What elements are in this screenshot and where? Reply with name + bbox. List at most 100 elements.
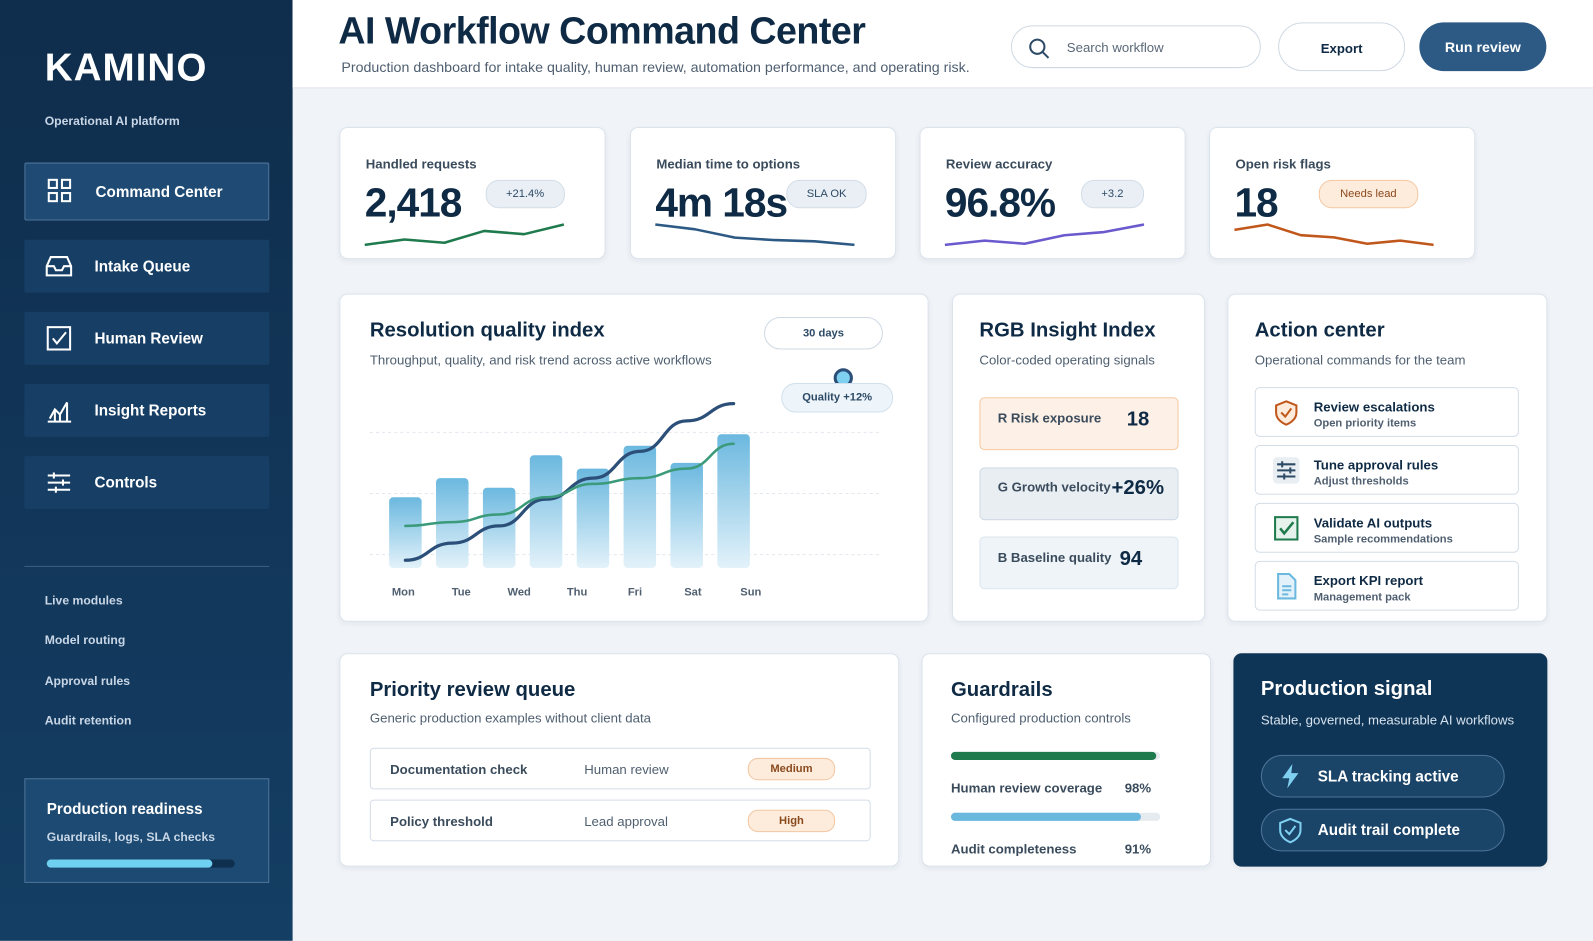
- readiness-subtitle: Guardrails, logs, SLA checks: [46, 830, 216, 845]
- queue-status: Medium: [747, 757, 836, 781]
- action-item-title: Tune approval rules: [1313, 457, 1439, 473]
- nav-item[interactable]: Command Center: [24, 162, 270, 221]
- guardrails-subtitle: Configured production controls: [950, 710, 1131, 726]
- action-item-title: Export KPI report: [1313, 573, 1424, 589]
- chart-title: Resolution quality index: [369, 319, 605, 342]
- action-item[interactable]: Validate AI outputs Sample recommendation…: [1254, 502, 1519, 553]
- kpi-label: Handled requests: [365, 156, 477, 172]
- nav-icon: [46, 326, 72, 351]
- signal-item: Audit trail complete: [1317, 821, 1461, 840]
- tagline: Operational AI platform: [44, 113, 180, 129]
- readiness-progress: [46, 859, 213, 868]
- signal-icon: [1279, 817, 1302, 844]
- brand: KAMINO: [44, 46, 208, 90]
- sparkline-box: [364, 223, 565, 247]
- search-icon: [1029, 38, 1050, 59]
- action-title: Action center: [1254, 319, 1385, 342]
- rgb-item: G Growth velocity +26%: [979, 467, 1179, 521]
- search-box[interactable]: Search workflow: [1010, 25, 1261, 69]
- chart-card: Resolution quality index Throughput, qual…: [339, 293, 929, 622]
- divider: [24, 565, 270, 567]
- kpi-card: Review accuracy 96.8% +3.2: [919, 127, 1186, 260]
- export-button[interactable]: Export: [1278, 22, 1406, 72]
- guardrail-label: Audit completeness: [950, 841, 1077, 857]
- action-item-subtitle: Adjust thresholds: [1313, 475, 1409, 488]
- queue-cell: Human review: [584, 762, 669, 778]
- bar: [576, 468, 610, 568]
- rgb-value: 94: [1119, 547, 1143, 570]
- action-item[interactable]: Export KPI report Management pack: [1254, 560, 1519, 611]
- range-pill[interactable]: 30 days: [764, 316, 883, 350]
- readiness-title: Production readiness: [46, 800, 203, 818]
- x-tick-label: Sat: [684, 586, 702, 598]
- action-icon: [1277, 573, 1297, 600]
- signal-subtitle: Stable, governed, measurable AI workflow…: [1260, 712, 1515, 728]
- queue-row[interactable]: Policy threshold Lead approval High: [369, 799, 871, 842]
- bar: [529, 455, 563, 568]
- side-link[interactable]: Model routing: [44, 633, 126, 648]
- nav-icon: [47, 472, 71, 493]
- signal-card: Production signal Stable, governed, measu…: [1233, 653, 1548, 867]
- queue-subtitle: Generic production examples without clie…: [369, 710, 652, 726]
- guardrails-title: Guardrails: [950, 678, 1053, 702]
- rgb-item: R Risk exposure 18: [979, 397, 1179, 451]
- kpi-value: 2,418: [364, 180, 463, 226]
- kpi-label: Open risk flags: [1235, 156, 1331, 172]
- sparkline-box: [944, 223, 1145, 247]
- signal-title: Production signal: [1260, 677, 1433, 701]
- queue-cell: Lead approval: [584, 813, 668, 830]
- queue-status: High: [747, 809, 836, 833]
- nav-item[interactable]: Intake Queue: [24, 239, 270, 293]
- sparkline: [944, 223, 1145, 247]
- action-icon: [1275, 400, 1298, 426]
- queue-row[interactable]: Documentation check Human review Medium: [369, 747, 871, 790]
- action-item[interactable]: Review escalations Open priority items: [1254, 387, 1519, 437]
- action-card: Action center Operational commands for th…: [1227, 293, 1548, 622]
- nav-label: Human Review: [94, 330, 203, 348]
- nav-item[interactable]: Insight Reports: [24, 384, 270, 437]
- sparkline: [364, 223, 565, 247]
- page-subtitle: Production dashboard for intake quality,…: [341, 58, 970, 76]
- readiness-card: Production readiness Guardrails, logs, SL…: [24, 778, 270, 883]
- chart-plot: Mon Tue Wed Thu Fri Sat Sun: [369, 368, 881, 598]
- x-tick-label: Sun: [740, 586, 761, 598]
- rgb-value: 18: [1126, 408, 1150, 431]
- action-subtitle: Operational commands for the team: [1254, 352, 1466, 368]
- signal-pill: Audit trail complete: [1260, 808, 1505, 852]
- kpi-value: 4m 18s: [655, 180, 788, 226]
- kpi-card: Handled requests 2,418 +21.4%: [339, 127, 606, 260]
- queue-title: Priority review queue: [369, 678, 576, 702]
- run-review-label: Run review: [1444, 38, 1521, 55]
- bar: [482, 487, 516, 568]
- run-review-button[interactable]: Run review: [1419, 22, 1547, 72]
- rgb-label: G Growth velocity: [997, 479, 1111, 495]
- trend-line: [404, 442, 735, 528]
- page-title: AI Workflow Command Center: [338, 10, 866, 52]
- sparkline: [655, 223, 855, 247]
- nav-label: Insight Reports: [94, 402, 207, 420]
- action-item-title: Review escalations: [1313, 399, 1435, 415]
- nav-item[interactable]: Human Review: [24, 311, 270, 365]
- kpi-badge: +3.2: [1081, 179, 1144, 209]
- side-link[interactable]: Approval rules: [44, 673, 131, 688]
- kpi-label: Median time to options: [656, 156, 801, 172]
- guardrails-card: Guardrails Configured production controls…: [921, 653, 1212, 867]
- progress-fill: [950, 751, 1157, 760]
- side-link[interactable]: Live modules: [44, 593, 123, 608]
- chart-subtitle: Throughput, quality, and risk trend acro…: [369, 352, 712, 368]
- queue-cell: Documentation check: [390, 762, 528, 778]
- action-item-title: Validate AI outputs: [1313, 515, 1433, 531]
- sparkline: [1234, 223, 1434, 247]
- side-link[interactable]: Audit retention: [44, 713, 132, 728]
- nav-item[interactable]: Controls: [24, 456, 270, 510]
- rgb-subtitle: Color-coded operating signals: [979, 352, 1155, 368]
- kpi-value: 96.8%: [944, 180, 1056, 226]
- rgb-value: +26%: [1111, 476, 1165, 499]
- action-item-subtitle: Open priority items: [1313, 417, 1417, 430]
- action-icon: [1273, 457, 1300, 484]
- action-item[interactable]: Tune approval rules Adjust thresholds: [1254, 445, 1519, 495]
- rgb-item: B Baseline quality 94: [979, 536, 1179, 590]
- readiness-track: [46, 859, 235, 868]
